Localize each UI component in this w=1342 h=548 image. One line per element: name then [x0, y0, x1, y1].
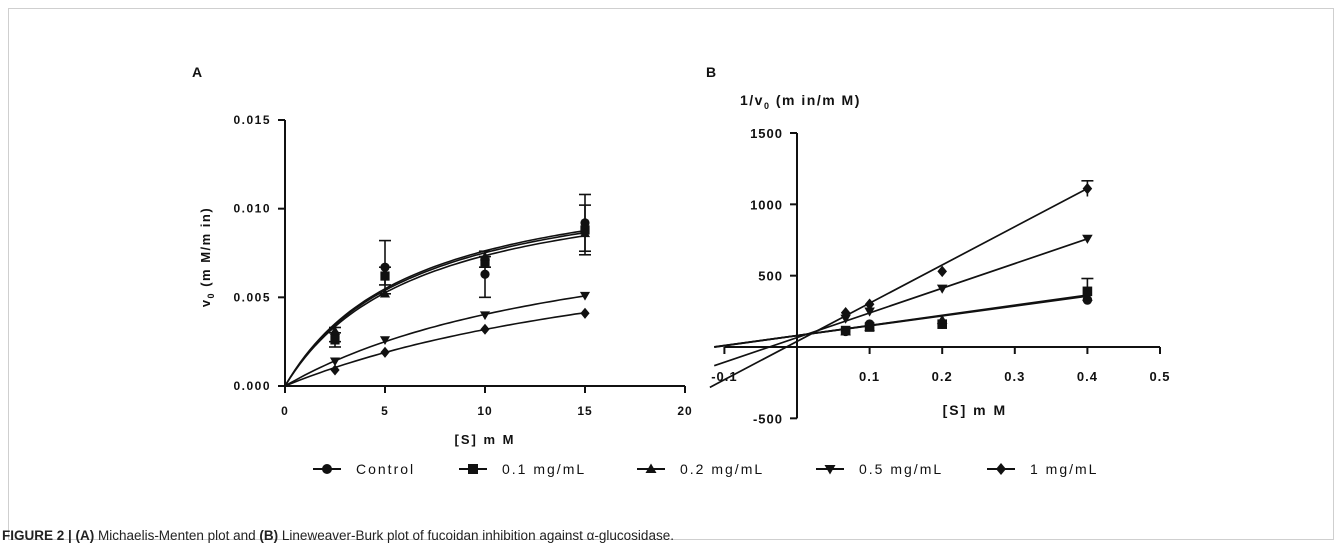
panel-b-point — [937, 265, 947, 278]
panel-b-x-tick-label: 0.3 — [1004, 369, 1025, 384]
panel-b-fit-line — [714, 295, 1088, 348]
legend-marker-triangle-down — [824, 465, 836, 475]
panel-a-y-tick-label: 0.010 — [233, 202, 271, 216]
panel-b-y-tick-label: 1500 — [750, 126, 783, 141]
panel-a-point — [579, 228, 591, 238]
panel-b-point — [840, 307, 851, 319]
panel-a-y-tick-label: 0.005 — [233, 290, 271, 304]
panel-b-y-label: 1/v0 (m in/m M) — [740, 92, 861, 111]
panel-a-letter: A — [192, 64, 202, 80]
panel-a-point — [480, 323, 490, 335]
panel-a-point — [480, 257, 490, 267]
legend-marker-diamond — [996, 463, 1006, 475]
panel-a-point — [580, 307, 590, 319]
panel-b-point — [864, 321, 875, 331]
panel-b-point — [840, 326, 851, 336]
panel-b-y-label-main: 1/v — [740, 92, 764, 108]
panel-b-fit-line — [713, 238, 1088, 367]
panel-a-point — [330, 335, 340, 345]
legend: Control 0.1 mg/mL 0.2 mg/mL 0.5 mg/mL 1 mg/m… — [313, 461, 1098, 477]
panel-b-y-label-sub: 0 — [764, 101, 771, 111]
panel-b-x-tick-label: 0.1 — [859, 369, 880, 384]
panel-b: B 1/v0 (m in/m M) -500 500 1000 1500 -0.1 0.1 0.… — [706, 64, 1170, 426]
panel-b-point — [864, 307, 875, 317]
panel-b-point — [937, 319, 947, 329]
legend-label: 1 mg/mL — [1030, 461, 1098, 477]
panel-a-x-tick-label: 0 — [281, 404, 289, 418]
panel-a-y-label-rest: (m M/m in) — [198, 207, 213, 292]
panel-a-y-label: v0 (m M/m in) — [198, 207, 216, 307]
panel-b-x-label: [S] m M — [943, 402, 1008, 418]
panel-a-fit-curve — [284, 231, 586, 387]
panel-a-y-tick-label: 0.015 — [233, 113, 271, 127]
legend-marker-triangle-up — [645, 463, 657, 473]
panel-b-letter: B — [706, 64, 716, 80]
figure-frame — [8, 8, 1334, 540]
panel-b-point — [1082, 234, 1093, 244]
panel-b-y-tick-label: -500 — [753, 411, 783, 426]
panel-b-y-tick-label: 1000 — [750, 197, 783, 212]
panel-a-y-label-sub: 0 — [206, 292, 216, 299]
panel-a-x-tick-label: 5 — [381, 404, 389, 418]
caption-text-a: Michaelis-Menten plot and — [98, 528, 256, 543]
panel-b-x-tick-label: 0.5 — [1149, 369, 1170, 384]
panel-b-x-tick-label: -0.1 — [711, 369, 737, 384]
panel-a-fit-curve — [284, 311, 586, 387]
panel-a-point — [480, 269, 490, 279]
legend-label: 0.2 mg/mL — [680, 461, 764, 477]
caption-label: FIGURE 2 | (A) — [2, 528, 95, 543]
panel-b-fit-line — [709, 187, 1088, 389]
panel-a-point — [380, 271, 390, 281]
caption-text-b: Lineweaver-Burk plot of fucoidan inhibit… — [281, 528, 674, 543]
legend-marker-square — [468, 464, 478, 474]
caption-label-b: (B) — [259, 528, 279, 543]
panel-b-point — [1082, 291, 1093, 301]
panel-b-y-tick-label: 500 — [758, 269, 783, 284]
legend-label: 0.5 mg/mL — [859, 461, 943, 477]
figure-caption: FIGURE 2 | (A) Michaelis-Menten plot and… — [2, 528, 674, 543]
panel-b-point — [936, 314, 948, 324]
panel-a-x-tick-label: 20 — [677, 404, 692, 418]
panel-a-y-label-main: v — [198, 298, 213, 307]
panel-a-x-tick-label: 10 — [477, 404, 492, 418]
panel-b-point — [936, 284, 948, 294]
panel-a-point — [329, 357, 341, 367]
panel-a-point — [330, 364, 340, 376]
legend-marker-circle — [322, 464, 332, 474]
panel-b-y-label-rest: (m in/m M) — [770, 92, 860, 108]
panel-a-point — [479, 311, 491, 321]
panel-a-x-label: [S] m M — [455, 432, 516, 447]
panel-a-point — [479, 251, 491, 261]
panel-b-x-tick-label: 0.2 — [932, 369, 953, 384]
legend-label: 0.1 mg/mL — [502, 461, 586, 477]
legend-label: Control — [356, 461, 415, 477]
panel-a-point — [579, 291, 591, 301]
panel-b-point — [864, 298, 875, 310]
panel-a-x-tick-label: 15 — [577, 404, 592, 418]
panel-a-point — [329, 325, 341, 335]
panel-b-x-tick-label: 0.4 — [1077, 369, 1098, 384]
panel-a-fit-curve — [284, 229, 586, 387]
panel-b-point — [1082, 182, 1093, 195]
panel-a-y-tick-label: 0.000 — [233, 379, 271, 393]
panel-a-point — [379, 288, 391, 298]
panel-a-point — [380, 346, 390, 358]
panel-a-point — [379, 336, 391, 345]
